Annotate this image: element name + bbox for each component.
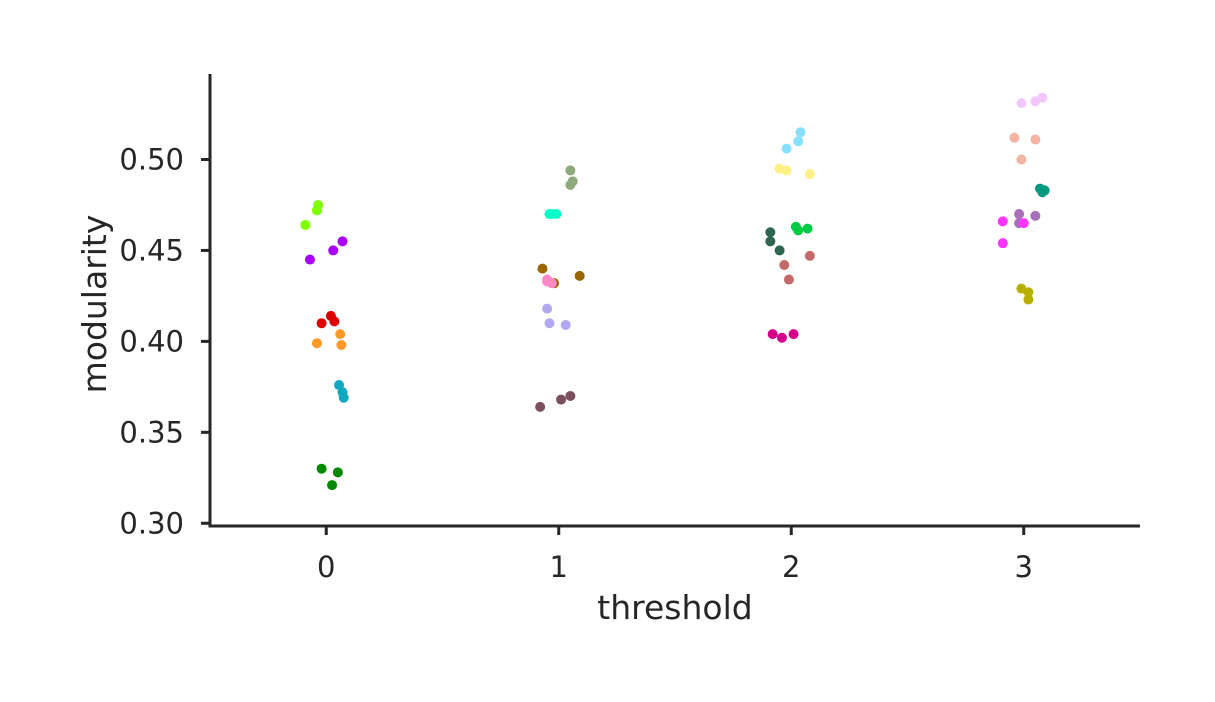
- y-tick-label: 0.30: [119, 506, 184, 540]
- data-point: [765, 236, 776, 247]
- data-point: [765, 227, 776, 238]
- data-point: [1016, 98, 1027, 109]
- data-point: [551, 209, 562, 220]
- x-axis-ticks: 0 1 2 3: [317, 526, 1033, 584]
- data-point: [776, 332, 787, 343]
- data-point: [335, 329, 346, 340]
- data-point: [1018, 218, 1029, 229]
- data-point: [560, 320, 571, 331]
- data-point: [565, 390, 576, 401]
- data-point: [804, 250, 815, 261]
- data-point: [1023, 294, 1034, 305]
- data-point: [1014, 209, 1025, 220]
- data-point: [774, 245, 785, 256]
- data-point: [1037, 92, 1048, 103]
- data-point: [535, 401, 546, 412]
- data-point: [316, 463, 327, 474]
- data-point: [1009, 132, 1020, 143]
- data-point: [556, 394, 567, 405]
- y-tick-label: 0.35: [119, 415, 184, 449]
- data-point: [802, 223, 813, 234]
- x-tick-label: 0: [317, 550, 335, 584]
- data-point: [332, 467, 343, 478]
- data-point: [997, 238, 1008, 249]
- data-point: [304, 254, 315, 265]
- x-axis-label: threshold: [597, 588, 752, 627]
- data-point: [544, 318, 555, 329]
- data-point: [779, 259, 790, 270]
- data-point: [1016, 154, 1027, 165]
- data-point: [546, 278, 557, 289]
- data-point: [537, 263, 548, 274]
- data-point: [804, 169, 815, 180]
- data-point: [542, 303, 553, 314]
- y-tick-label: 0.50: [119, 142, 184, 176]
- y-tick-label: 0.40: [119, 324, 184, 358]
- data-point: [788, 329, 799, 340]
- data-point: [337, 236, 348, 247]
- x-tick-label: 2: [782, 550, 800, 584]
- y-axis-ticks: 0.30 0.35 0.40 0.45 0.50: [119, 142, 210, 540]
- data-point: [336, 340, 347, 351]
- x-tick-label: 1: [550, 550, 568, 584]
- data-point: [1030, 210, 1041, 221]
- data-point: [795, 127, 806, 138]
- data-point: [338, 392, 349, 403]
- data-point: [1039, 185, 1050, 196]
- y-tick-label: 0.45: [119, 233, 184, 267]
- data-point: [574, 270, 585, 281]
- data-point: [565, 165, 576, 176]
- data-point: [329, 316, 340, 327]
- data-point: [567, 176, 578, 187]
- points-layer: [300, 92, 1050, 491]
- data-point: [300, 219, 311, 230]
- data-point: [783, 274, 794, 285]
- data-point: [781, 143, 792, 154]
- x-tick-label: 3: [1015, 550, 1033, 584]
- data-point: [781, 165, 792, 176]
- data-point: [311, 338, 322, 349]
- data-point: [793, 225, 804, 236]
- data-point: [793, 136, 804, 147]
- data-point: [997, 216, 1008, 227]
- data-point: [767, 329, 778, 340]
- data-point: [328, 245, 339, 256]
- data-point: [1023, 287, 1034, 298]
- data-point: [1030, 134, 1041, 145]
- data-point: [313, 199, 324, 210]
- y-axis-label: modularity: [75, 215, 114, 394]
- data-point: [316, 318, 327, 329]
- data-point: [327, 480, 338, 491]
